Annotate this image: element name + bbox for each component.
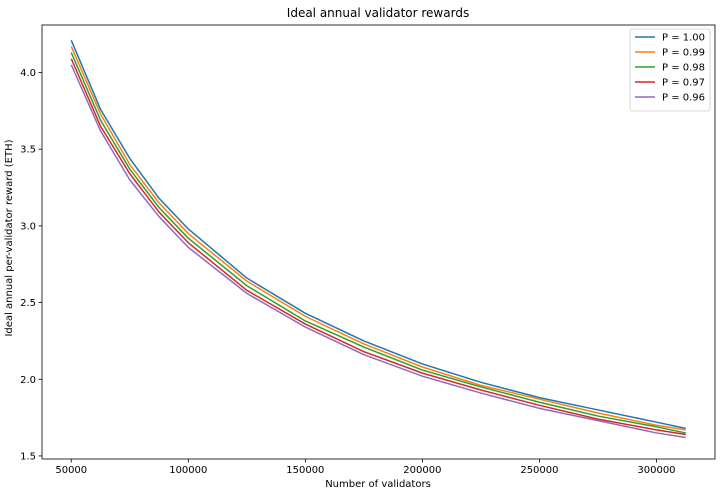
- legend-label-5: P = 0.96: [662, 93, 705, 104]
- y-axis-label: Ideal annual per-validator reward (ETH): [4, 139, 15, 336]
- legend-label-2: P = 0.99: [662, 48, 705, 59]
- series-line-3: [70, 52, 686, 434]
- x-axis-label: Number of validators: [325, 479, 431, 490]
- x-tick-label: 50000: [55, 465, 87, 476]
- x-tick-label: 150000: [286, 465, 324, 476]
- legend-label-4: P = 0.97: [662, 78, 705, 89]
- y-tick-label: 3.0: [20, 221, 36, 232]
- legend-label-1: P = 1.00: [662, 33, 705, 44]
- x-tick-label: 250000: [520, 465, 558, 476]
- series-layer: [70, 40, 686, 439]
- x-tick-label: 100000: [169, 465, 207, 476]
- x-tick-label: 300000: [637, 465, 675, 476]
- plot-frame: [41, 24, 716, 460]
- legend-label-3: P = 0.98: [662, 63, 705, 74]
- plot-area: [41, 24, 716, 460]
- series-line-5: [70, 64, 686, 439]
- series-line-4: [70, 58, 686, 436]
- y-tick-label: 3.5: [20, 145, 36, 156]
- legend: P = 1.00 P = 0.99 P = 0.98 P = 0.97 P = 0.96: [629, 28, 711, 112]
- y-tick-label: 2.0: [20, 375, 36, 386]
- series-line-1: [70, 40, 686, 430]
- y-tick-label: 1.5: [20, 451, 36, 462]
- y-tick-label: 2.5: [20, 298, 36, 309]
- series-line-2: [70, 46, 686, 431]
- y-axis: 1.5 2.0 2.5 3.0 3.5 4.0: [20, 68, 42, 462]
- chart-title: Ideal annual validator rewards: [287, 6, 469, 20]
- x-axis: 50000 100000 150000 200000 250000 300000: [55, 459, 676, 476]
- legend-box: [629, 28, 711, 112]
- x-tick-label: 200000: [403, 465, 441, 476]
- y-tick-label: 4.0: [20, 68, 36, 79]
